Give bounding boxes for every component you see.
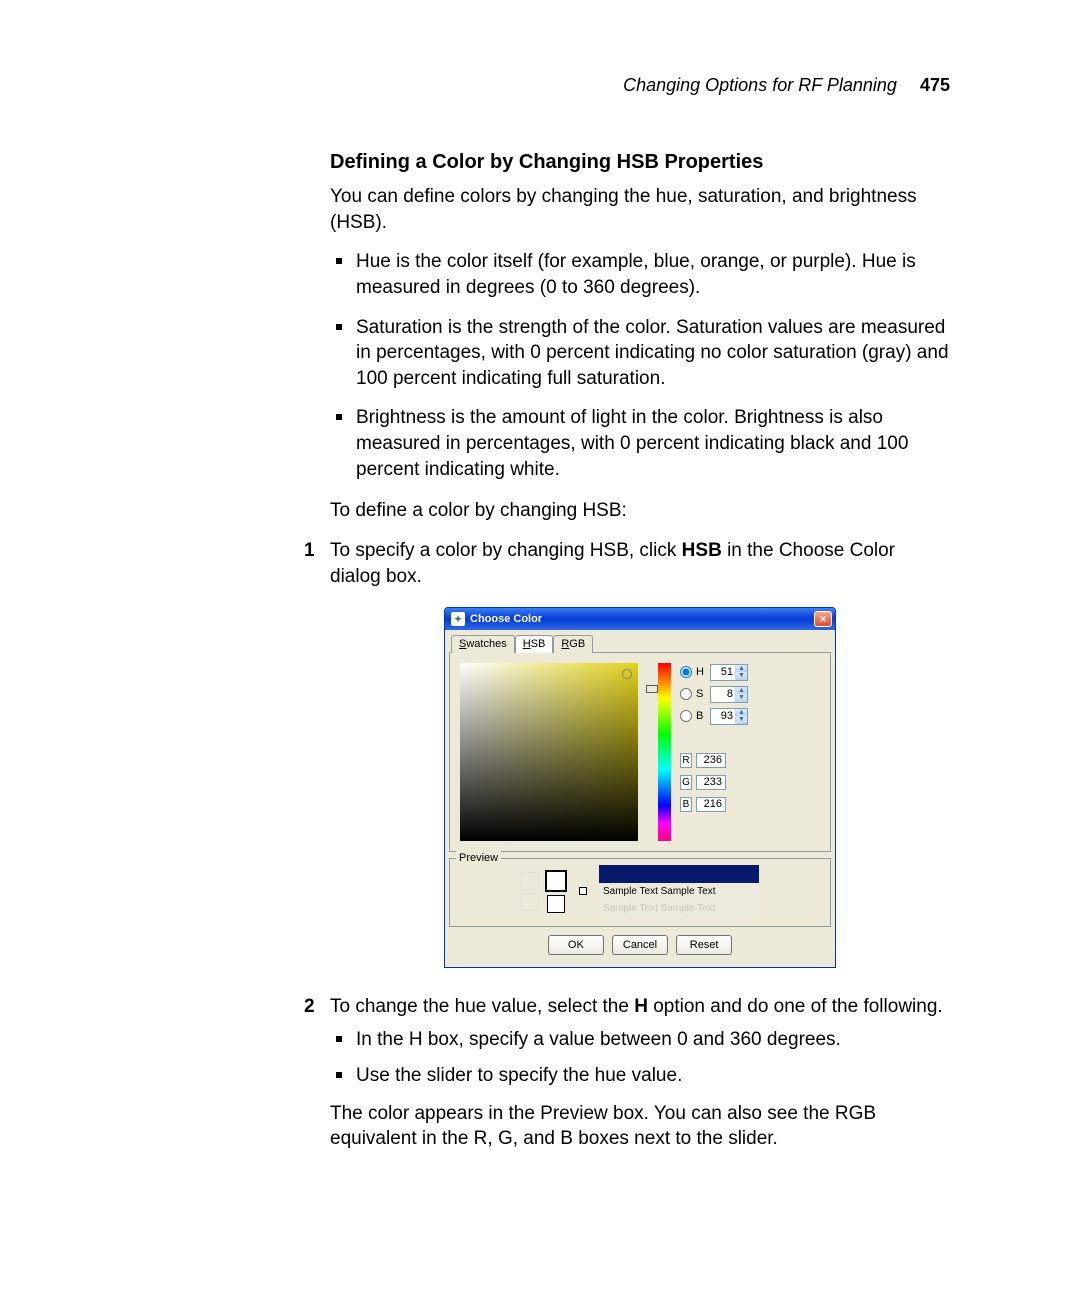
page: Changing Options for RF Planning 475 Def…: [0, 0, 1080, 1226]
swatch-current-med-2: [521, 893, 539, 911]
h-row: H 51 ▲▼: [680, 663, 748, 681]
s-value: 8: [711, 687, 735, 702]
to-line: To define a color by changing HSB:: [330, 498, 950, 524]
swatch-sm: [579, 887, 587, 895]
swatch-col-2: [545, 870, 567, 913]
tab-rgb[interactable]: RGB: [553, 635, 593, 653]
b-row: B 93 ▲▼: [680, 707, 748, 725]
tab-hsb-mn: H: [523, 638, 531, 650]
swatch-current-med: [521, 872, 539, 890]
titlebar: ✦ Choose Color ×: [445, 608, 835, 630]
h-label: H: [696, 665, 706, 680]
tab-rgb-rest: GB: [569, 638, 585, 650]
swatch-col-1: [521, 872, 539, 911]
hsb-controls: H 51 ▲▼ S 8: [676, 663, 748, 843]
hue-slider[interactable]: [646, 663, 668, 843]
step2-sub-2: Use the slider to specify the hue value.: [330, 1063, 950, 1089]
tab-hsb[interactable]: HSB: [515, 635, 554, 653]
tab-swatches-rest: watches: [466, 638, 506, 650]
tab-hsb-rest: SB: [531, 638, 546, 650]
cancel-button[interactable]: Cancel: [612, 935, 668, 955]
hsb-definitions-list: Hue is the color itself (for example, bl…: [330, 249, 950, 482]
sample-text-1: Sample Text Sample Text: [599, 883, 759, 901]
step2-text-a: To change the hue value, select the: [330, 996, 634, 1017]
g-value: 233: [696, 775, 726, 790]
tab-swatches[interactable]: Swatches: [451, 635, 515, 653]
step-2: 2 To change the hue value, select the H …: [310, 994, 950, 1152]
spin-up-icon[interactable]: ▲: [736, 709, 747, 717]
r-label: R: [680, 753, 692, 768]
ok-button[interactable]: OK: [548, 935, 604, 955]
hsb-panel: H 51 ▲▼ S 8: [449, 652, 831, 852]
bl-label: B: [680, 797, 692, 812]
r-value: 236: [696, 753, 726, 768]
running-title: Changing Options for RF Planning: [623, 75, 897, 95]
hue-strip: [658, 663, 671, 841]
step2-sub-1: In the H box, specify a value between 0 …: [330, 1027, 950, 1053]
dialog-buttons: OK Cancel Reset: [449, 927, 831, 961]
h-value: 51: [711, 665, 735, 680]
preview-inner: Sample Text Sample Text Sample Text Samp…: [458, 865, 822, 918]
sample-text-2: Sample Text Sample Text: [599, 900, 759, 918]
bl-row: B 216: [680, 795, 748, 813]
bullet-hue: Hue is the color itself (for example, bl…: [330, 249, 950, 300]
s-label: S: [696, 687, 706, 702]
bl-value: 216: [696, 797, 726, 812]
preview-frame: Preview: [449, 858, 831, 927]
close-icon[interactable]: ×: [814, 611, 832, 627]
h-radio[interactable]: [680, 666, 692, 678]
tab-strip: Swatches HSB RGB: [449, 634, 831, 652]
reset-button[interactable]: Reset: [676, 935, 732, 955]
sample-box: Sample Text Sample Text Sample Text Samp…: [599, 865, 759, 918]
r-row: R 236: [680, 751, 748, 769]
slider-thumb-icon[interactable]: [646, 685, 658, 693]
spin-down-icon[interactable]: ▼: [736, 716, 747, 724]
s-spinner[interactable]: 8 ▲▼: [710, 686, 748, 703]
gradient-cursor-icon[interactable]: [622, 669, 632, 679]
b-spinner[interactable]: 93 ▲▼: [710, 708, 748, 725]
g-label: G: [680, 775, 692, 790]
preview-caption: Preview: [456, 851, 501, 866]
step1-bold: HSB: [682, 540, 722, 561]
spin-up-icon[interactable]: ▲: [736, 687, 747, 695]
step2-bold: H: [634, 996, 648, 1017]
spin-up-icon[interactable]: ▲: [736, 665, 747, 673]
swatch-big: [545, 870, 567, 892]
sample-old-bg: [599, 865, 759, 883]
s-row: S 8 ▲▼: [680, 685, 748, 703]
step2-sublist: In the H box, specify a value between 0 …: [330, 1027, 950, 1088]
spin-down-icon[interactable]: ▼: [736, 672, 747, 680]
b-label: B: [696, 709, 706, 724]
page-number: 475: [920, 75, 950, 95]
color-gradient[interactable]: [460, 663, 638, 841]
running-header: Changing Options for RF Planning 475: [330, 75, 950, 96]
bullet-saturation: Saturation is the strength of the color.…: [330, 315, 950, 392]
step2-text-b: option and do one of the following.: [648, 996, 943, 1017]
b-value: 93: [711, 709, 735, 724]
swatch-col-3: [573, 881, 593, 901]
steps-list: 1 To specify a color by changing HSB, cl…: [330, 538, 950, 1152]
bullet-brightness: Brightness is the amount of light in the…: [330, 405, 950, 482]
h-spinner[interactable]: 51 ▲▼: [710, 664, 748, 681]
g-row: G 233: [680, 773, 748, 791]
swatch-med: [547, 895, 565, 913]
choose-color-dialog: ✦ Choose Color × Swatches HSB RGB: [444, 607, 836, 967]
app-icon: ✦: [451, 612, 465, 626]
step2-after: The color appears in the Preview box. Yo…: [330, 1101, 950, 1152]
choose-color-figure: ✦ Choose Color × Swatches HSB RGB: [330, 607, 950, 967]
step-number-1: 1: [304, 538, 315, 564]
step-1: 1 To specify a color by changing HSB, cl…: [310, 538, 950, 968]
intro-paragraph: You can define colors by changing the hu…: [330, 184, 950, 235]
step-number-2: 2: [304, 994, 315, 1020]
dialog-body: Swatches HSB RGB: [445, 630, 835, 966]
step1-text-a: To specify a color by changing HSB, clic…: [330, 540, 682, 561]
spin-down-icon[interactable]: ▼: [736, 694, 747, 702]
s-radio[interactable]: [680, 688, 692, 700]
dialog-title: Choose Color: [470, 612, 814, 627]
b-radio[interactable]: [680, 710, 692, 722]
section-heading: Defining a Color by Changing HSB Propert…: [330, 151, 950, 174]
